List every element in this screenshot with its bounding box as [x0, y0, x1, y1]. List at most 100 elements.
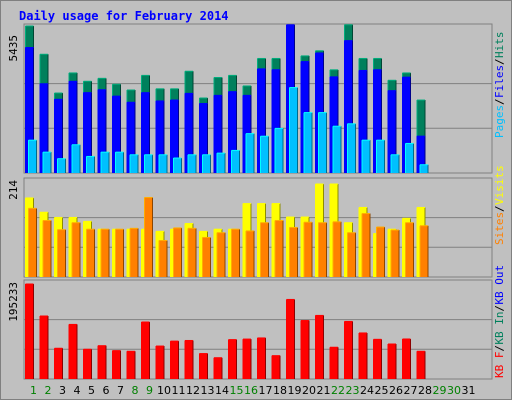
- sites-bar: [42, 220, 52, 277]
- sites-bar: [347, 232, 356, 277]
- sites-bar: [419, 225, 429, 277]
- kbytes-bar: [25, 283, 34, 379]
- kbytes-bar: [257, 337, 266, 379]
- hits-max-label: 5435: [7, 35, 20, 62]
- x-axis-labels: 1 2 3 4 5 6 7 8 9 10 11 12 13 14 15 16 17 18 19 20 21 22 23 24 2…: [30, 384, 476, 397]
- x-tick-label: 4: [74, 384, 81, 397]
- kbytes-bar: [83, 348, 92, 379]
- legend-separator: /: [493, 205, 506, 212]
- x-tick-label: 31: [462, 384, 476, 397]
- sites-bar: [376, 226, 385, 277]
- pages-bar: [332, 125, 342, 173]
- sites-bar: [115, 228, 124, 277]
- legend-item: KB Out: [493, 265, 506, 305]
- sites-bar: [260, 222, 269, 277]
- kbytes-bar: [358, 332, 368, 379]
- pages-bar: [129, 154, 139, 173]
- legend-item: Hits: [493, 32, 506, 59]
- legend-item: KB In: [493, 311, 506, 344]
- x-tick-label: 7: [117, 384, 124, 397]
- kbytes-bar: [329, 346, 339, 379]
- x-tick-label: 20: [302, 384, 316, 397]
- legend-item: KB F: [493, 352, 506, 379]
- sites-bar: [405, 222, 414, 277]
- x-tick-label: 14: [215, 384, 229, 397]
- kbytes-bar: [155, 345, 165, 379]
- legend-item: Pages: [493, 105, 506, 138]
- x-tick-label: 30: [447, 384, 461, 397]
- pages-bar: [245, 133, 255, 173]
- sites-bar: [332, 221, 342, 277]
- legend-item: Visits: [493, 165, 506, 205]
- sites-bar: [245, 230, 255, 277]
- legend-separator: /: [493, 345, 506, 352]
- visits-max-label: 214: [7, 180, 20, 200]
- kbytes-bar: [344, 320, 353, 379]
- x-tick-label: 15: [230, 384, 244, 397]
- sites-bar: [129, 227, 139, 277]
- kbytes-bar: [373, 338, 382, 379]
- x-tick-label: 28: [418, 384, 432, 397]
- kbytes-bar: [416, 350, 426, 379]
- kbytes-bar: [126, 350, 136, 379]
- bar-marks: [25, 24, 429, 379]
- x-tick-label: 29: [433, 384, 447, 397]
- x-tick-label: 21: [317, 384, 331, 397]
- pages-bar: [347, 123, 356, 173]
- x-tick-label: 18: [273, 384, 287, 397]
- sites-bar: [303, 221, 313, 277]
- kbytes-bar: [402, 338, 411, 379]
- chart-title: Daily usage for February 2014: [19, 9, 229, 23]
- kbytes-bar: [54, 347, 63, 379]
- pages-bar: [419, 164, 429, 173]
- kbytes-bar: [97, 345, 107, 379]
- x-tick-label: 27: [404, 384, 418, 397]
- kbytes-bar: [315, 314, 324, 379]
- pages-bar: [115, 151, 124, 173]
- pages-bar: [100, 151, 110, 173]
- x-tick-label: 12: [186, 384, 200, 397]
- kbytes-bar: [184, 339, 194, 379]
- sites-bar: [28, 207, 37, 277]
- legend-item: Sites: [493, 212, 506, 245]
- legend-item: Files: [493, 65, 506, 98]
- kbytes-bar: [199, 353, 208, 379]
- pages-bar: [86, 155, 95, 173]
- sites-bar: [274, 220, 284, 277]
- pages-bar: [42, 151, 52, 173]
- x-tick-label: 9: [146, 384, 153, 397]
- kbytes-bar: [300, 320, 310, 379]
- pages-bar: [289, 87, 298, 173]
- x-tick-label: 23: [346, 384, 360, 397]
- kbytes-bar: [141, 321, 150, 379]
- kbytes-bar: [286, 298, 295, 379]
- x-tick-label: 1: [30, 384, 37, 397]
- pages-bar: [303, 112, 313, 173]
- kbytes-bar: [39, 315, 49, 379]
- sites-bar: [100, 228, 110, 277]
- x-tick-label: 10: [157, 384, 171, 397]
- sites-bar: [173, 227, 182, 277]
- x-tick-label: 6: [103, 384, 110, 397]
- kbytes-bar: [68, 323, 78, 379]
- sites-bar: [71, 222, 81, 277]
- legend-separator: /: [493, 58, 506, 65]
- pages-bar: [260, 135, 269, 173]
- pages-bar: [158, 154, 168, 173]
- x-tick-label: 19: [288, 384, 302, 397]
- kbytes-bar: [112, 350, 121, 379]
- x-tick-label: 22: [331, 384, 345, 397]
- sites-bar: [318, 222, 327, 277]
- sites-bar: [289, 226, 298, 277]
- x-tick-label: 5: [88, 384, 95, 397]
- pages-bar: [231, 149, 240, 173]
- x-tick-label: 13: [201, 384, 215, 397]
- x-tick-label: 24: [360, 384, 374, 397]
- x-tick-label: 8: [132, 384, 139, 397]
- x-tick-label: 3: [59, 384, 66, 397]
- kbytes-bar: [228, 339, 237, 379]
- pages-bar: [274, 127, 284, 173]
- kbytes-bar: [242, 338, 252, 379]
- x-tick-label: 17: [259, 384, 273, 397]
- kbytes-bar: [170, 340, 179, 379]
